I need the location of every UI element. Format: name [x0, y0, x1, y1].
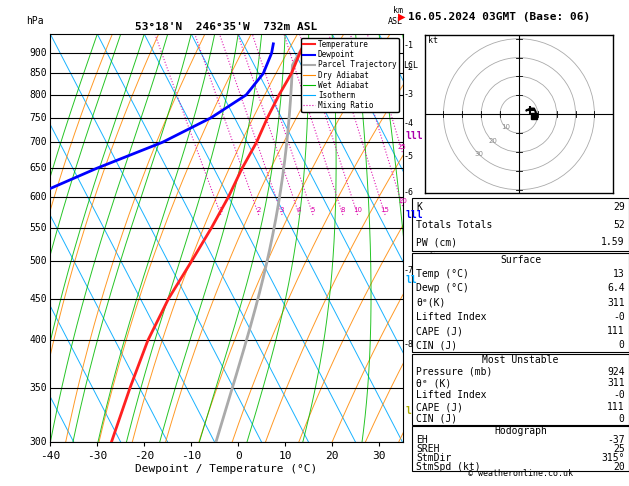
Text: -8: -8 — [404, 340, 414, 349]
Text: 8: 8 — [341, 207, 345, 213]
Text: lll: lll — [406, 131, 423, 141]
Text: 450: 450 — [29, 294, 47, 304]
Text: -7: -7 — [404, 266, 414, 275]
Text: 16.05.2024 03GMT (Base: 06): 16.05.2024 03GMT (Base: 06) — [408, 12, 590, 22]
Text: θᵉ(K): θᵉ(K) — [416, 297, 446, 308]
Text: 900: 900 — [29, 48, 47, 58]
Text: 300: 300 — [29, 437, 47, 447]
Text: CIN (J): CIN (J) — [416, 414, 457, 424]
Text: 13: 13 — [613, 269, 625, 279]
Text: 800: 800 — [29, 90, 47, 100]
Text: CAPE (J): CAPE (J) — [416, 402, 464, 412]
Text: 750: 750 — [29, 113, 47, 123]
Text: 15: 15 — [381, 207, 389, 213]
Text: 29: 29 — [613, 202, 625, 212]
Text: 20: 20 — [488, 138, 497, 144]
Bar — [412, 426, 629, 471]
Text: kt: kt — [428, 35, 438, 45]
Text: Dewp (°C): Dewp (°C) — [416, 283, 469, 294]
Text: 20: 20 — [398, 198, 407, 204]
Text: 111: 111 — [607, 326, 625, 336]
Text: Pressure (mb): Pressure (mb) — [416, 366, 493, 377]
Text: Surface: Surface — [500, 255, 541, 265]
Text: PW (cm): PW (cm) — [416, 237, 457, 247]
Text: 600: 600 — [29, 192, 47, 202]
Text: 311: 311 — [607, 297, 625, 308]
Text: -5: -5 — [404, 152, 414, 161]
Text: hPa: hPa — [26, 16, 43, 26]
Text: Most Unstable: Most Unstable — [482, 355, 559, 365]
Text: EH: EH — [416, 434, 428, 445]
Text: lll: lll — [406, 210, 423, 220]
Text: 0: 0 — [619, 414, 625, 424]
Text: 30: 30 — [475, 151, 484, 157]
Text: Hodograph: Hodograph — [494, 426, 547, 435]
Text: 25: 25 — [613, 444, 625, 453]
Bar — [412, 354, 629, 425]
Text: km
ASL: km ASL — [387, 6, 403, 26]
Text: 1: 1 — [219, 207, 223, 213]
X-axis label: Dewpoint / Temperature (°C): Dewpoint / Temperature (°C) — [135, 464, 318, 474]
Text: 400: 400 — [29, 335, 47, 346]
Text: 500: 500 — [29, 256, 47, 266]
Text: 1.59: 1.59 — [601, 237, 625, 247]
Text: © weatheronline.co.uk: © weatheronline.co.uk — [468, 469, 573, 478]
Text: 111: 111 — [607, 402, 625, 412]
Text: Mixing Ratio (g/kg): Mixing Ratio (g/kg) — [427, 211, 437, 306]
Text: -1: -1 — [404, 41, 414, 50]
Text: 10: 10 — [501, 124, 510, 130]
Text: 0: 0 — [619, 340, 625, 350]
Text: LCL: LCL — [404, 61, 419, 69]
Text: StmSpd (kt): StmSpd (kt) — [416, 462, 481, 471]
Legend: Temperature, Dewpoint, Parcel Trajectory, Dry Adiabat, Wet Adiabat, Isotherm, Mi: Temperature, Dewpoint, Parcel Trajectory… — [301, 38, 399, 112]
Text: K: K — [416, 202, 422, 212]
Text: 700: 700 — [29, 137, 47, 147]
Text: ll: ll — [406, 275, 418, 284]
Text: 4: 4 — [297, 207, 301, 213]
Text: 25: 25 — [398, 144, 406, 150]
Text: 3: 3 — [280, 207, 284, 213]
Title: 53°18'N  246°35'W  732m ASL: 53°18'N 246°35'W 732m ASL — [135, 22, 318, 32]
Text: -6: -6 — [404, 188, 414, 197]
Text: 52: 52 — [613, 220, 625, 229]
Text: 20: 20 — [613, 462, 625, 471]
Bar — [412, 253, 629, 352]
Text: -0: -0 — [613, 312, 625, 322]
Text: CAPE (J): CAPE (J) — [416, 326, 464, 336]
Text: 850: 850 — [29, 69, 47, 78]
Text: 350: 350 — [29, 382, 47, 393]
Text: Lifted Index: Lifted Index — [416, 390, 487, 400]
Bar — [412, 198, 629, 251]
Text: -0: -0 — [613, 390, 625, 400]
Text: -2: -2 — [404, 63, 414, 72]
Text: ▶: ▶ — [398, 12, 405, 22]
Text: θᵉ (K): θᵉ (K) — [416, 379, 452, 388]
Text: Temp (°C): Temp (°C) — [416, 269, 469, 279]
Text: 10: 10 — [353, 207, 362, 213]
Text: l: l — [406, 406, 411, 416]
Text: -4: -4 — [404, 120, 414, 128]
Text: -37: -37 — [607, 434, 625, 445]
Text: 6.4: 6.4 — [607, 283, 625, 294]
Text: 5: 5 — [311, 207, 315, 213]
Text: 311: 311 — [607, 379, 625, 388]
Text: 924: 924 — [607, 366, 625, 377]
Text: 650: 650 — [29, 163, 47, 174]
Text: CIN (J): CIN (J) — [416, 340, 457, 350]
Text: StmDir: StmDir — [416, 452, 452, 463]
Text: Lifted Index: Lifted Index — [416, 312, 487, 322]
Text: 2: 2 — [257, 207, 261, 213]
Text: SREH: SREH — [416, 444, 440, 453]
Text: Totals Totals: Totals Totals — [416, 220, 493, 229]
Text: 550: 550 — [29, 223, 47, 233]
Text: -3: -3 — [404, 90, 414, 99]
Text: 315°: 315° — [601, 452, 625, 463]
